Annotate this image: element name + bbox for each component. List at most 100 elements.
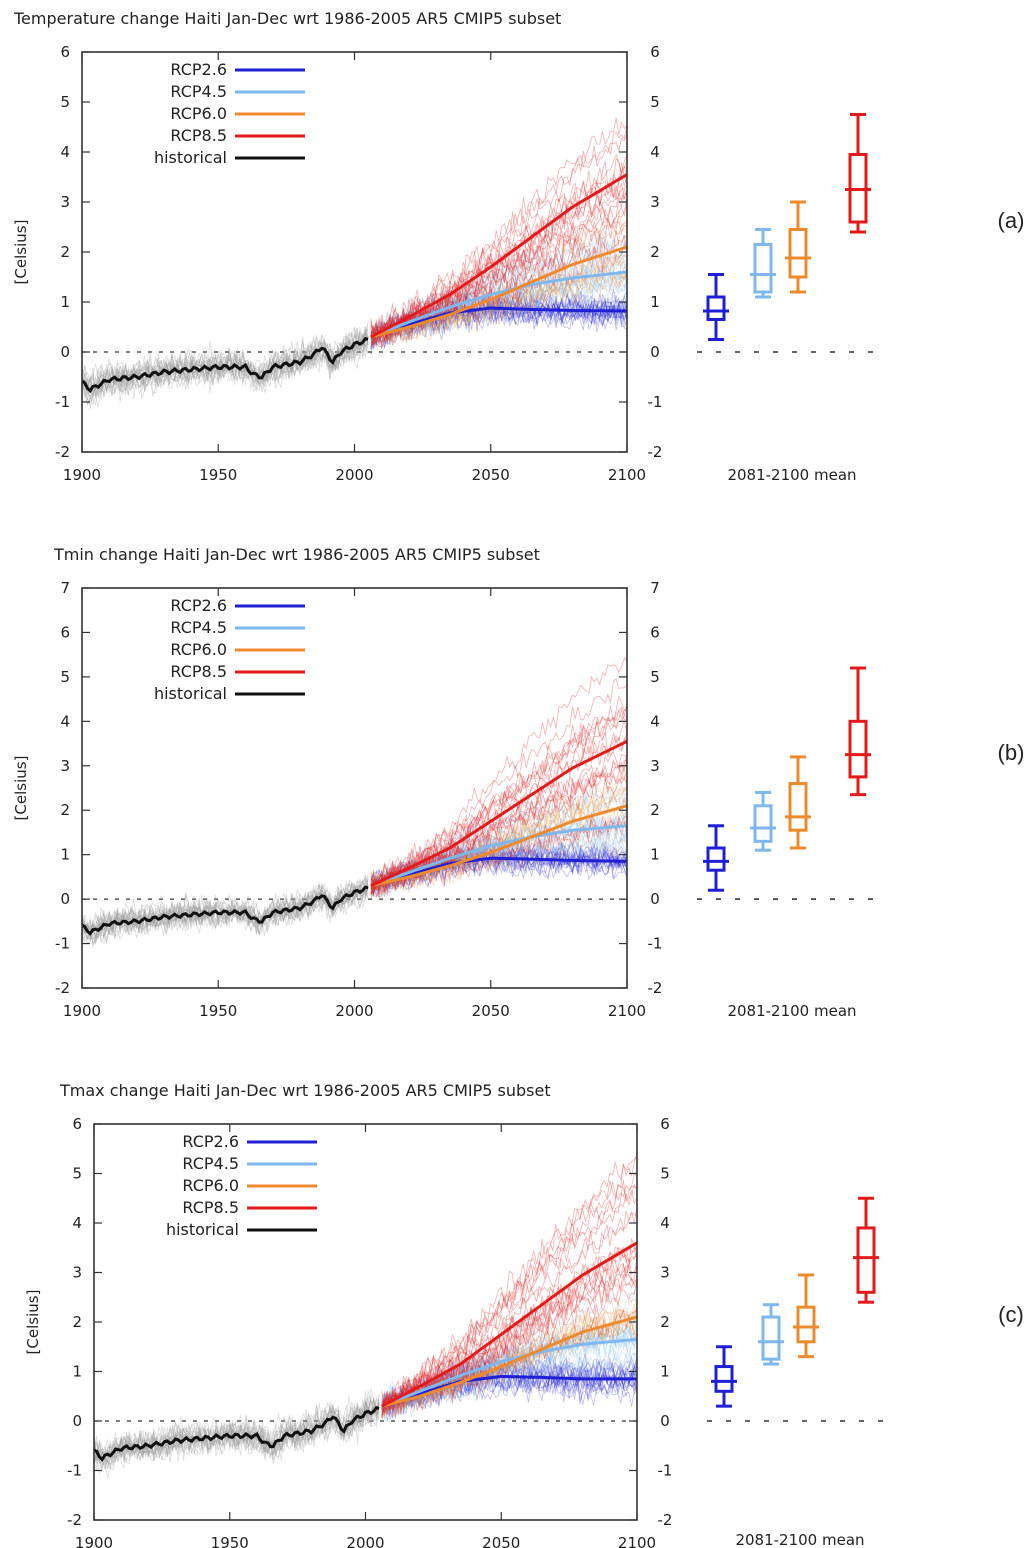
y-tick-label-right: -2: [658, 1511, 673, 1529]
boxplot-rcp85: [853, 1196, 879, 1304]
legend-label: RCP2.6: [170, 60, 227, 79]
y-tick-label-right: 4: [650, 143, 660, 161]
rcp26-member-line: [370, 293, 627, 342]
rcp26-mean-line: [370, 306, 627, 339]
y-tick-label: -1: [55, 935, 70, 953]
rcp85-member-line: [370, 657, 627, 893]
historical-member-line: [94, 1396, 380, 1471]
boxplot-rcp60: [785, 755, 811, 850]
rcp60-member-line: [370, 252, 627, 345]
historical-member-line: [82, 879, 369, 940]
y-tick-label-right: 1: [650, 293, 660, 311]
y-tick-label: 2: [60, 243, 70, 261]
x-tick-label: 2050: [482, 1534, 520, 1548]
box-iqr: [706, 846, 726, 872]
historical-member-line: [94, 1388, 380, 1466]
rcp85-member-line: [381, 1172, 637, 1411]
boxplot-rcp45: [758, 1303, 784, 1366]
historical-member-line: [94, 1398, 380, 1469]
rcp60-member-line: [370, 254, 627, 346]
rcp45-member-line: [370, 276, 627, 341]
box-iqr: [788, 782, 808, 832]
y-tick-label-right: 6: [650, 623, 660, 641]
rcp85-member-line: [370, 708, 627, 899]
rcp85-member-line: [370, 732, 627, 890]
rcp45-member-line: [370, 237, 627, 344]
historical-member-line: [94, 1401, 380, 1471]
rcp85-member-line: [370, 812, 627, 893]
x-tick-label: 2000: [335, 466, 373, 484]
historical-member-line: [82, 326, 369, 405]
rcp45-mean-line: [370, 270, 627, 339]
rcp26-mean-line: [370, 856, 627, 888]
rcp45-member-line: [370, 272, 627, 349]
rcp45-mean-line: [370, 824, 627, 888]
rcp26-mean-line: [381, 1375, 637, 1408]
historical-member-line: [82, 881, 369, 938]
rcp26-member-line: [370, 852, 627, 894]
rcp60-member-line: [370, 264, 627, 345]
box-iqr: [856, 1226, 876, 1294]
boxplot-rcp60: [793, 1273, 819, 1359]
historical-member-line: [94, 1390, 380, 1462]
y-tick-label: 3: [60, 193, 70, 211]
historical-mean-line: [82, 885, 369, 936]
y-tick-label-right: 6: [650, 43, 660, 61]
boxplot-rcp26: [711, 1345, 737, 1408]
y-tick-label-right: 0: [650, 890, 660, 908]
rcp85-member-line: [370, 202, 627, 343]
historical-member-line: [82, 333, 369, 391]
y-tick-label: 5: [60, 93, 70, 111]
x-tick-label: 1950: [199, 1002, 237, 1020]
y-tick-label: 6: [60, 623, 70, 641]
boxplots: [711, 1196, 879, 1408]
rcp85-member-line: [370, 188, 627, 334]
y-tick-label-right: 6: [660, 1115, 670, 1133]
y-tick-label-right: 7: [650, 579, 660, 597]
legend-label: RCP6.0: [170, 104, 227, 123]
y-tick-label-right: 2: [660, 1313, 670, 1331]
chart-title: Tmin change Haiti Jan-Dec wrt 1986-2005 …: [53, 545, 540, 564]
rcp85-mean-line: [370, 739, 627, 888]
legend-label: historical: [154, 684, 227, 703]
rcp85-member-line: [381, 1183, 637, 1419]
y-tick-label: 1: [60, 846, 70, 864]
legend-label: RCP6.0: [170, 640, 227, 659]
rcp60-member-line: [370, 799, 627, 900]
legend: RCP2.6 RCP4.5 RCP6.0 RCP8.5 historical: [166, 1132, 317, 1239]
y-tick-label-right: 0: [650, 343, 660, 361]
box-iqr: [753, 804, 773, 843]
y-tick-label: 6: [72, 1115, 82, 1133]
rcp85-member-line: [381, 1207, 637, 1412]
y-tick-label: 7: [60, 579, 70, 597]
rcp85-member-line: [370, 157, 627, 346]
boxplot-rcp45: [750, 790, 776, 852]
historical-member-line: [82, 878, 369, 942]
y-tick-label-right: 5: [650, 668, 660, 686]
boxplot-rcp45: [750, 228, 776, 299]
y-axis-label: [Celsius]: [12, 220, 30, 285]
y-tick-label-right: -1: [648, 393, 663, 411]
legend-label: RCP8.5: [170, 662, 227, 681]
legend-label: RCP6.0: [182, 1176, 239, 1195]
y-tick-label-right: 3: [650, 193, 660, 211]
rcp60-member-line: [370, 832, 627, 893]
chart-panel-2: Tmin change Haiti Jan-Dec wrt 1986-2005 …: [12, 545, 1024, 1020]
historical-member-line: [94, 1398, 380, 1471]
legend-label: RCP4.5: [182, 1154, 239, 1173]
y-tick-label-right: 0: [660, 1412, 670, 1430]
panel-letter: (c): [998, 1302, 1024, 1327]
y-tick-label: 0: [60, 890, 70, 908]
rcp26-member-line: [381, 1360, 637, 1420]
y-tick-label: -2: [67, 1511, 82, 1529]
y-tick-label-right: 1: [650, 846, 660, 864]
rcp85-member-line: [381, 1243, 637, 1412]
historical-mean-line: [82, 336, 369, 394]
y-tick-label: 3: [60, 757, 70, 775]
boxplot-rcp85: [845, 666, 871, 797]
y-tick-label-right: 4: [660, 1214, 670, 1232]
x-tick-label: 1950: [211, 1534, 249, 1548]
y-tick-label: 1: [60, 293, 70, 311]
rcp26-member-line: [381, 1362, 637, 1417]
rcp85-member-line: [370, 706, 627, 894]
